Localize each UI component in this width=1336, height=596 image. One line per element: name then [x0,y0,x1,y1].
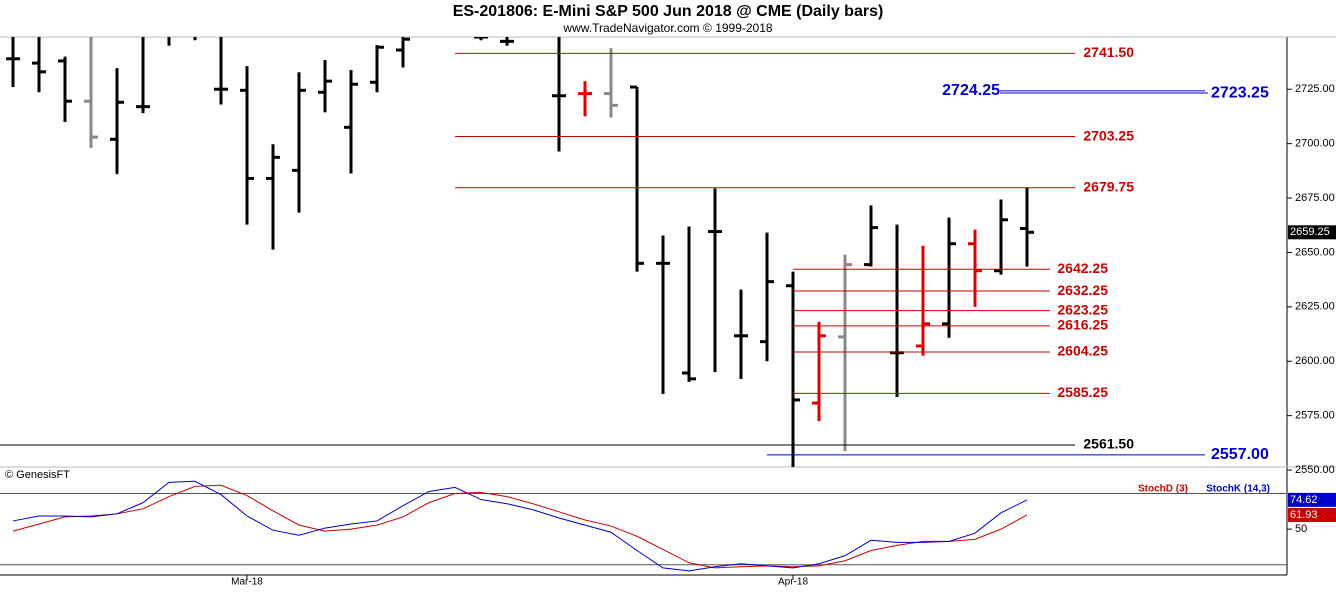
y-tick-label: 2650.00 [1295,246,1335,258]
x-tick-label: Mar-18 [231,577,263,588]
level-label: 2632.25 [1057,282,1108,298]
level-label: 2679.75 [1083,178,1134,194]
stoch-line [12,480,1028,572]
level-label: 2724.25 [942,82,1000,99]
y-tick-label: 2725.00 [1295,83,1335,95]
level-label: 2703.25 [1083,127,1134,143]
stoch-last-label: 61.93 [1290,509,1318,521]
x-tick-label: Apr-18 [778,577,808,588]
level-label: 2623.25 [1057,301,1108,317]
last-price-label: 2659.25 [1290,226,1330,238]
chart-title: ES-201806: E-Mini S&P 500 Jun 2018 @ CME… [453,3,884,20]
level-label: 2642.25 [1057,260,1108,276]
legend-entry: StochK (14,3) [1206,484,1270,495]
stoch-last-label: 74.62 [1290,494,1318,506]
stoch-last-box [1288,507,1336,522]
last-price-box [1288,225,1336,240]
chart-subtitle: www.TradeNavigator.com © 1999-2018 [562,21,772,35]
stoch-line [12,484,1028,569]
level-label: 2561.50 [1083,436,1134,452]
y-tick-label: 2575.00 [1295,410,1335,422]
stoch-last-box [1288,492,1336,507]
level-label: 2616.25 [1057,317,1108,333]
y-tick-label: 2625.00 [1295,301,1335,313]
price-panel [6,37,1034,467]
stoch-tick-label: 50 [1295,523,1307,535]
credit: © GenesisFT [5,469,70,481]
y-tick-label: 2600.00 [1295,355,1335,367]
level-label: 2557.00 [1211,446,1269,463]
level-label: 2741.50 [1083,44,1134,60]
legend-entry: StochD (3) [1138,484,1188,495]
y-tick-label: 2700.00 [1295,138,1335,150]
level-label: 2723.25 [1211,84,1269,101]
y-tick-label: 2675.00 [1295,192,1335,204]
y-tick-label: 2550.00 [1295,464,1335,476]
level-label: 2604.25 [1057,343,1108,359]
level-label: 2585.25 [1057,384,1108,400]
